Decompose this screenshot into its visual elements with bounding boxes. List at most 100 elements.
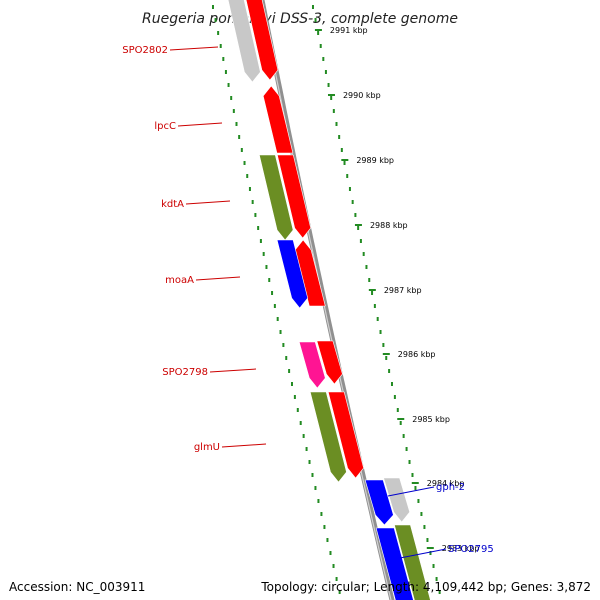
- outer-ruler-dot: [338, 135, 341, 139]
- outer-ruler-dot: [348, 187, 351, 191]
- inner-ruler-dot: [232, 109, 235, 113]
- inner-ruler-dot: [251, 200, 254, 204]
- gene-label-glmU: glmU: [194, 442, 220, 453]
- tick-label: 2987 kbp: [384, 286, 422, 295]
- gene-arrow-grey: [383, 477, 411, 523]
- outer-ruler-dot: [432, 564, 435, 568]
- outer-ruler-dot: [402, 434, 405, 438]
- outer-ruler-dot: [317, 31, 320, 35]
- inner-ruler-dot: [305, 447, 308, 451]
- outer-ruler-dot: [382, 343, 385, 347]
- label-leader-line: [209, 368, 257, 373]
- outer-ruler-dot: [408, 460, 411, 464]
- label-leader-line: [221, 443, 267, 448]
- gene-arrow-SPO2802: [227, 0, 261, 83]
- outer-ruler-dot: [322, 57, 325, 61]
- outer-ruler-dot: [371, 291, 374, 295]
- tick-mark: [426, 547, 434, 549]
- inner-ruler-dot: [230, 96, 233, 100]
- outer-ruler-dot: [379, 330, 382, 334]
- inner-ruler-dot: [238, 135, 241, 139]
- gene-arrow-glmU: [309, 391, 347, 483]
- outer-ruler-dot: [388, 369, 391, 373]
- genome-stats-text: Topology: circular; Length: 4,109,442 bp…: [261, 580, 591, 594]
- tick-labels: 2991 kbp 2990 kbp 2989 kbp 2988 kbp 2987 kbp…: [314, 26, 480, 553]
- inner-ruler-dot: [323, 525, 326, 529]
- outer-ruler-dot: [327, 83, 330, 87]
- inner-ruler-dot: [214, 18, 217, 22]
- outer-ruler-dot: [390, 382, 393, 386]
- inner-ruler-dot: [271, 291, 274, 295]
- outer-ruler-dot: [362, 252, 365, 256]
- gene-label-lpcC: lpcC: [154, 121, 176, 132]
- outer-ruler-dot: [319, 44, 322, 48]
- outer-ruler-dot: [411, 473, 414, 477]
- inner-ruler-dot: [279, 330, 282, 334]
- outer-ruler-dot: [417, 499, 420, 503]
- outer-ruler-dot: [405, 447, 408, 451]
- inner-ruler-dot: [257, 226, 260, 230]
- gene-arrow-gph-2: [364, 479, 394, 526]
- gene-label-gph-2: gph-2: [436, 482, 465, 493]
- outer-ruler-dot: [340, 148, 343, 152]
- outer-ruler-dot: [438, 590, 441, 594]
- inner-ruler-dot: [254, 213, 257, 217]
- outer-ruler-dot: [414, 486, 417, 490]
- gene-label-SPO2798: SPO2798: [162, 367, 208, 378]
- outer-ruler-dot: [368, 278, 371, 282]
- inner-ruler-dot: [246, 174, 249, 178]
- cds-arrow: [327, 391, 364, 479]
- inner-ruler-dot: [273, 304, 276, 308]
- inner-ruler-dot: [276, 317, 279, 321]
- inner-ruler-dot: [296, 408, 299, 412]
- inner-ruler-dot: [227, 83, 230, 87]
- inner-ruler-dot: [335, 577, 338, 581]
- inner-ruler-dot: [293, 395, 296, 399]
- label-leader-line: [177, 122, 223, 127]
- inner-ruler-dot: [311, 473, 314, 477]
- inner-ruler-dot: [224, 70, 227, 74]
- tick-mark: [382, 353, 390, 355]
- tick-label: 2983 kbp: [442, 544, 480, 553]
- tick-mark: [397, 418, 405, 420]
- outer-ruler-dot: [399, 421, 402, 425]
- inner-ruler-dot: [235, 122, 238, 126]
- accession-text: Accession: NC_003911: [9, 580, 146, 594]
- outer-ruler-dot: [435, 577, 438, 581]
- inner-ruler-dot: [262, 252, 265, 256]
- inner-ruler-dot: [302, 434, 305, 438]
- tick-mark: [354, 224, 362, 226]
- gene-label-SPO2802: SPO2802: [122, 45, 168, 56]
- outer-ruler-dot: [426, 538, 429, 542]
- inner-ruler-dot: [338, 590, 341, 594]
- inner-ruler-dot: [217, 31, 220, 35]
- inner-ruler-dot: [317, 499, 320, 503]
- cds-arrow: [262, 85, 294, 154]
- outer-ruler-dot: [311, 5, 314, 9]
- label-leader-line: [399, 548, 447, 559]
- outer-ruler-dot: [335, 122, 338, 126]
- tick-mark: [411, 482, 419, 484]
- cds-arrow: [245, 0, 279, 81]
- tick-label: 2989 kbp: [356, 156, 394, 165]
- inner-ruler-dot: [288, 369, 291, 373]
- inner-ruler-dot: [243, 161, 246, 165]
- feature-track: [227, 0, 431, 600]
- gene-labels: SPO2802 lpcC kdtA moaA SPO2798 glmU gph-2 SPO27…: [122, 45, 494, 559]
- outer-ruler-dot: [385, 356, 388, 360]
- outer-ruler-dot: [357, 226, 360, 230]
- gene-arrow-blue-2: [375, 527, 414, 600]
- outer-ruler-dot: [332, 109, 335, 113]
- tick-label: 2988 kbp: [370, 221, 408, 230]
- inner-ruler-dot: [299, 421, 302, 425]
- outer-ruler-dot: [420, 512, 423, 516]
- tick-label: 2984 kbp: [427, 479, 465, 488]
- outer-ruler-dot: [423, 525, 426, 529]
- inner-ruler-dot: [332, 564, 335, 568]
- outer-ruler-dot: [373, 304, 376, 308]
- gene-arrow-SPO2795: [394, 524, 431, 600]
- tick-mark: [341, 159, 349, 161]
- outer-ruler-dot: [376, 317, 379, 321]
- inner-ruler-dot: [219, 44, 222, 48]
- outer-ruler-dot: [429, 551, 432, 555]
